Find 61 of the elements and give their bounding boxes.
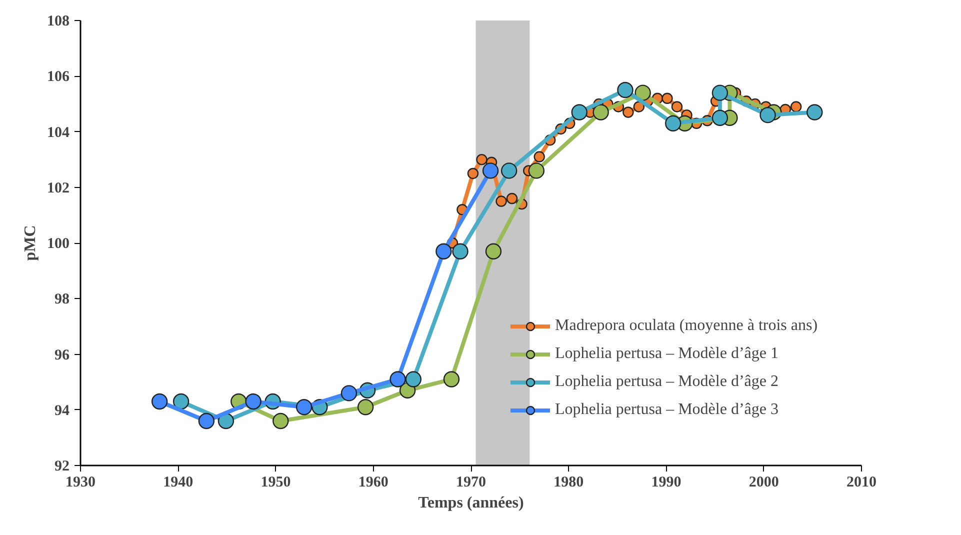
- y-tick-label: 106: [47, 69, 70, 86]
- legend-label: Lophelia pertusa – Modèle d’âge 2: [555, 373, 778, 391]
- point: [151, 393, 168, 410]
- point: [790, 101, 802, 112]
- point: [664, 115, 682, 132]
- point: [405, 371, 422, 388]
- point: [172, 393, 190, 410]
- y-tick-label: 96: [54, 347, 70, 364]
- point: [662, 92, 673, 104]
- y-tick-label: 108: [47, 14, 70, 30]
- x-tick-label: 1980: [554, 474, 584, 490]
- x-tick-label: 2000: [748, 474, 779, 490]
- y-tick-label: 94: [54, 402, 70, 419]
- point: [296, 399, 312, 416]
- y-tick-label: 104: [47, 124, 70, 141]
- point: [534, 151, 545, 162]
- y-tick-label: 92: [54, 458, 70, 474]
- point: [634, 84, 651, 101]
- point: [496, 196, 507, 207]
- x-tick-label: 1990: [651, 474, 682, 490]
- x-tick-label: 1930: [66, 474, 96, 490]
- point: [712, 110, 728, 126]
- point: [622, 106, 634, 118]
- legend-label: Lophelia pertusa – Modèle d’âge 3: [555, 401, 778, 419]
- point: [806, 104, 823, 120]
- x-axis-title: Temps (années): [418, 494, 524, 512]
- x-tick-label: 1960: [358, 474, 388, 490]
- x-tick-label: 1970: [456, 474, 486, 490]
- point: [245, 393, 262, 410]
- point: [712, 84, 728, 101]
- point: [436, 243, 452, 260]
- point: [390, 371, 406, 388]
- point: [482, 162, 499, 179]
- point: [485, 243, 502, 260]
- point: [760, 106, 776, 124]
- point: [500, 162, 518, 179]
- legend-label: Madrepora oculata (moyenne à trois ans): [555, 317, 818, 335]
- point: [528, 162, 545, 179]
- y-tick-label: 98: [54, 292, 70, 308]
- y-axis-title: pMC: [22, 225, 39, 261]
- point: [671, 101, 683, 112]
- point: [633, 101, 645, 112]
- x-tick-label: 1950: [260, 474, 291, 490]
- point: [340, 385, 358, 402]
- point: [357, 399, 374, 416]
- point: [467, 168, 479, 180]
- point: [592, 104, 609, 120]
- y-tick-label: 100: [47, 236, 70, 252]
- point: [443, 371, 460, 388]
- point: [476, 154, 488, 166]
- x-tick-label: 1940: [163, 474, 194, 490]
- point: [452, 243, 468, 260]
- point: [198, 412, 215, 430]
- y-tick-label: 102: [47, 180, 70, 196]
- point: [571, 104, 588, 120]
- point: [506, 192, 518, 204]
- point: [218, 412, 234, 430]
- legend-label: Lophelia pertusa – Modèle d’âge 1: [555, 345, 778, 363]
- x-tick-label: 2010: [846, 474, 876, 490]
- point: [617, 82, 634, 98]
- point: [272, 412, 289, 430]
